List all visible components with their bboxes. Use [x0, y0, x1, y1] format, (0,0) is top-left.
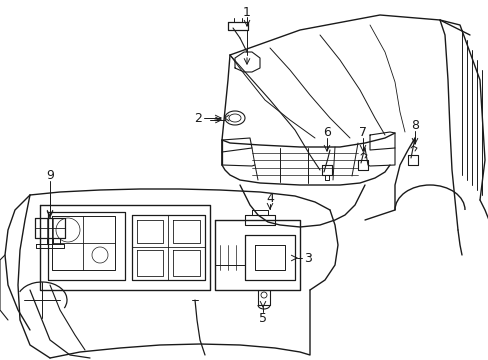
Text: 6: 6 — [323, 126, 330, 139]
Text: 4: 4 — [265, 192, 273, 204]
Text: 1: 1 — [243, 5, 250, 18]
Text: 7: 7 — [358, 126, 366, 139]
Text: 3: 3 — [304, 252, 311, 265]
Text: 5: 5 — [259, 311, 266, 324]
Text: 8: 8 — [410, 118, 418, 131]
Text: 9: 9 — [46, 168, 54, 181]
Text: 2: 2 — [194, 112, 202, 125]
